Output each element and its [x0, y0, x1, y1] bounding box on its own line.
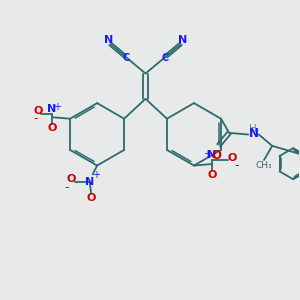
Text: C: C: [123, 52, 130, 62]
Text: -: -: [34, 112, 38, 125]
Text: O: O: [67, 174, 76, 184]
Text: +: +: [53, 102, 61, 112]
Text: O: O: [211, 149, 221, 162]
Text: N: N: [47, 104, 57, 114]
Text: H: H: [249, 124, 257, 134]
Text: C: C: [161, 52, 169, 62]
Text: N: N: [104, 35, 113, 45]
Text: N: N: [249, 127, 259, 140]
Text: N: N: [178, 35, 187, 45]
Text: -: -: [234, 159, 239, 172]
Text: O: O: [207, 170, 217, 180]
Text: -: -: [64, 181, 69, 194]
Text: CH₃: CH₃: [256, 161, 272, 170]
Text: O: O: [86, 193, 96, 203]
Text: O: O: [34, 106, 43, 116]
Text: +: +: [203, 148, 211, 159]
Text: +: +: [92, 170, 100, 180]
Text: O: O: [47, 123, 57, 133]
Text: O: O: [228, 153, 237, 163]
Text: N: N: [85, 177, 94, 187]
Text: N: N: [207, 151, 216, 160]
